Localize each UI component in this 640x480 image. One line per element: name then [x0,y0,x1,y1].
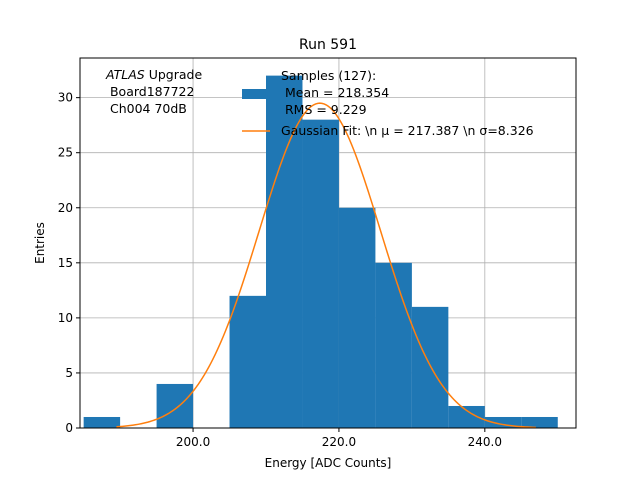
histogram-bar [338,207,376,428]
annotation-upgrade: Upgrade [145,67,203,82]
legend-fit-label: Gaussian Fit: \n μ = 217.387 \n σ=8.326 [281,123,534,138]
annotation-line1: ATLAS Upgrade [105,67,202,82]
x-tick-label: 220.0 [322,435,356,449]
y-axis-ticks: 0 5 10 15 20 25 30 [58,91,80,435]
plot-frame [79,57,577,429]
y-tick-label: 25 [58,146,73,160]
histogram-bar [521,416,558,428]
legend-samples-line3: RMS = 9.229 [281,102,367,117]
histogram-bar [411,306,449,428]
histogram-bar [484,416,522,428]
y-tick-label: 10 [58,311,73,325]
y-tick-label: 0 [65,421,73,435]
atlas-annotation: ATLAS Upgrade Board187722 Ch004 70dB [105,67,202,116]
legend-samples-line2: Mean = 218.354 [281,85,389,100]
x-tick-label: 240.0 [468,435,502,449]
y-tick-label: 30 [58,91,73,105]
gaussian-fit-curve [116,102,536,429]
histogram-bar [375,262,412,428]
histogram-bar [448,405,485,428]
x-axis-label: Energy [ADC Counts] [265,456,392,470]
annotation-line2: Board187722 [106,84,194,99]
legend: Samples (127): Mean = 218.354 RMS = 9.22… [242,68,534,138]
annotation-atlas: ATLAS [105,67,145,82]
histogram-bars [83,75,558,429]
y-tick-label: 15 [58,256,73,270]
x-axis-ticks: 200.0 220.0 240.0 [176,428,502,449]
histogram-bar [156,383,194,428]
x-tick-label: 200.0 [176,435,210,449]
histogram-bar [83,416,121,428]
histogram-bar [229,295,266,428]
y-tick-label: 5 [65,366,73,380]
histogram-bar [302,119,339,429]
y-axis-label: Entries [33,222,47,264]
y-tick-label: 20 [58,201,73,215]
chart-title: Run 591 [299,37,357,53]
legend-samples-line1: Samples (127): [281,68,376,83]
histogram-bar [266,75,303,428]
legend-samples-swatch [242,89,270,99]
annotation-line3: Ch004 70dB [106,101,187,116]
gaussian-fit [116,102,536,429]
